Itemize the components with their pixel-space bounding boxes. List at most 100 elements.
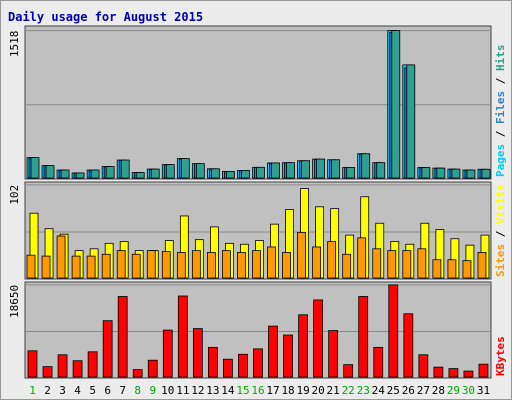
chart-panels: 1518 Pages / Files / Hits 102 Sites / Visit…: [8, 25, 507, 379]
x-label-day-3: 3: [59, 384, 66, 397]
bar-kbytes-day-27: [418, 354, 429, 378]
bar-kbytes-day-17: [268, 325, 278, 378]
bar-sites-day-24: [372, 248, 382, 279]
bar-sites-day-17: [267, 246, 276, 279]
bar-hits-day-3: [60, 169, 70, 179]
bar-sites-day-22: [342, 253, 352, 279]
x-label-day-2: 2: [44, 384, 51, 397]
bar-sites-day-11: [176, 252, 186, 279]
bar-kbytes-day-2: [42, 366, 53, 378]
legend-pages: Pages: [494, 144, 507, 177]
hits-legend: Pages / Files / Hits: [494, 45, 507, 178]
bar-sites-day-18: [282, 252, 291, 279]
legend-separator: /: [494, 71, 507, 91]
bar-kbytes-day-23: [358, 296, 369, 378]
bar-kbytes-day-4: [72, 360, 83, 378]
bar-hits-day-5: [90, 169, 100, 179]
x-label-day-5: 5: [89, 384, 96, 397]
visits-panel: 102 Sites / Visits: [8, 181, 507, 280]
bar-sites-day-7: [116, 250, 126, 279]
legend-hits: Hits: [494, 45, 507, 72]
x-label-day-25: 25: [387, 384, 400, 397]
bar-hits-day-9: [150, 168, 160, 179]
bar-sites-day-27: [417, 248, 427, 279]
kbytes-panel: 18650 KBytes: [8, 281, 507, 379]
bar-hits-day-13: [210, 168, 220, 179]
hits-plot-area: [24, 25, 492, 180]
bar-kbytes-day-20: [313, 299, 324, 378]
bar-kbytes-day-16: [253, 348, 263, 378]
bar-kbytes-day-10: [162, 329, 173, 378]
visits-max-label: 102: [8, 185, 21, 205]
bar-kbytes-day-18: [283, 334, 293, 378]
x-axis-labels: 1 2 3 4 5 6 7 8 9 10 11 12 13 14 15 16 17 18 19 20 21 22 23 24 2…: [29, 384, 490, 397]
x-label-day-7: 7: [119, 384, 126, 397]
bar-sites-day-28: [432, 259, 442, 279]
bar-kbytes-day-11: [177, 295, 188, 378]
x-label-day-8: 8: [134, 384, 141, 397]
x-label-day-15: 15: [236, 384, 249, 397]
x-label-day-11: 11: [176, 384, 189, 397]
bar-sites-day-5: [86, 255, 96, 279]
bar-kbytes-day-14: [223, 358, 233, 378]
bar-sites-day-19: [297, 231, 306, 279]
legend-visits: Visits: [494, 184, 507, 224]
x-label-day-24: 24: [372, 384, 386, 397]
bar-kbytes-day-3: [57, 354, 68, 378]
bar-sites-day-20: [312, 246, 322, 279]
x-label-day-6: 6: [104, 384, 111, 397]
bar-kbytes-day-5: [87, 351, 98, 378]
x-label-day-17: 17: [266, 384, 279, 397]
bar-hits-day-15: [241, 170, 250, 179]
bar-hits-day-2: [45, 165, 55, 179]
bar-kbytes-day-6: [102, 320, 113, 378]
x-label-day-14: 14: [221, 384, 235, 397]
bar-sites-day-31: [477, 252, 487, 279]
bar-hits-day-26: [406, 64, 416, 179]
hits-max-label: 1518: [8, 31, 21, 58]
bar-sites-day-12: [191, 250, 201, 279]
x-label-day-21: 21: [327, 384, 340, 397]
bar-sites-day-16: [252, 250, 261, 279]
visits-legend: Sites / Visits: [494, 184, 507, 277]
bar-hits-day-7: [120, 159, 130, 179]
bar-hits-day-22: [346, 167, 356, 179]
bar-hits-day-20: [316, 158, 326, 179]
bar-sites-day-26: [402, 250, 412, 279]
bar-kbytes-day-24: [373, 346, 384, 378]
bar-hits-day-17: [271, 162, 280, 179]
bar-kbytes-day-8: [132, 369, 143, 378]
legend-files: Files: [494, 91, 507, 124]
legend-kbytes: KBytes: [494, 336, 507, 376]
bar-kbytes-day-13: [207, 346, 218, 378]
bar-kbytes-day-1: [27, 350, 38, 378]
bar-kbytes-day-30: [463, 370, 474, 378]
bar-kbytes-day-15: [238, 353, 248, 378]
bar-sites-day-15: [237, 252, 246, 279]
bar-sites-day-10: [161, 251, 171, 279]
bar-hits-day-14: [226, 170, 235, 179]
bar-hits-day-8: [135, 172, 145, 179]
bar-sites-day-29: [447, 259, 457, 279]
bar-hits-day-31: [481, 168, 491, 179]
bar-hits-day-28: [436, 167, 446, 179]
x-label-day-31: 31: [477, 384, 490, 397]
bar-kbytes-day-9: [147, 359, 158, 378]
bar-kbytes-day-28: [433, 366, 444, 378]
bar-sites-day-8: [131, 253, 141, 279]
bar-hits-day-10: [165, 164, 175, 179]
bar-sites-day-30: [462, 260, 472, 279]
kbytes-legend: KBytes: [494, 336, 507, 376]
bar-hits-day-27: [421, 167, 431, 179]
bar-hits-day-1: [30, 157, 40, 179]
bar-sites-day-6: [101, 253, 111, 279]
x-label-day-28: 28: [432, 384, 445, 397]
bar-hits-day-19: [301, 160, 310, 179]
bar-sites-day-9: [146, 250, 156, 279]
x-label-day-29: 29: [447, 384, 460, 397]
bar-hits-day-11: [180, 158, 190, 179]
bar-sites-day-3: [56, 235, 66, 279]
legend-separator: /: [494, 224, 507, 244]
